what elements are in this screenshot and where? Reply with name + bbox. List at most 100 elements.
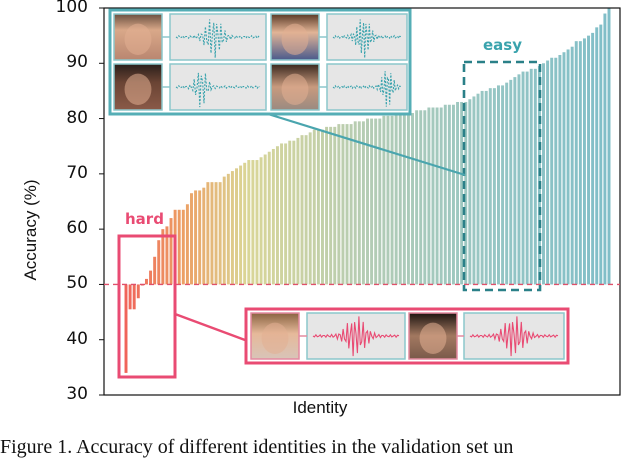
bar bbox=[337, 124, 341, 285]
hard-examples-panel bbox=[244, 307, 570, 365]
bar bbox=[402, 113, 406, 285]
y-tick-label: 90 bbox=[66, 52, 88, 73]
bar bbox=[144, 278, 148, 285]
bar bbox=[517, 74, 521, 285]
bar bbox=[353, 121, 357, 285]
bar bbox=[390, 115, 394, 285]
bar bbox=[185, 204, 189, 285]
bar bbox=[124, 284, 128, 373]
bar bbox=[247, 160, 251, 285]
y-tick-label: 30 bbox=[66, 384, 88, 404]
bar bbox=[300, 135, 304, 285]
y-tick-label: 50 bbox=[66, 273, 88, 294]
bar bbox=[603, 13, 607, 285]
bar bbox=[550, 57, 554, 285]
bar bbox=[460, 101, 464, 285]
bar bbox=[505, 82, 509, 285]
bar bbox=[169, 218, 173, 285]
bar bbox=[587, 35, 591, 285]
bar bbox=[382, 115, 386, 285]
bar bbox=[325, 126, 329, 285]
annotation-overlays bbox=[108, 8, 570, 379]
bar bbox=[574, 41, 578, 285]
bar bbox=[357, 121, 361, 285]
bar bbox=[255, 160, 259, 285]
bar bbox=[591, 32, 595, 285]
hard-region-box bbox=[117, 234, 177, 379]
bar bbox=[165, 226, 169, 285]
bar bbox=[202, 187, 206, 285]
bar bbox=[464, 101, 468, 285]
bar bbox=[488, 88, 492, 285]
bar bbox=[562, 52, 566, 285]
bar bbox=[128, 284, 132, 310]
easy-label: easy bbox=[483, 36, 523, 54]
bar bbox=[161, 229, 165, 285]
bar bbox=[226, 173, 230, 285]
bar bbox=[513, 77, 517, 285]
bar bbox=[136, 284, 140, 299]
bar bbox=[525, 71, 529, 285]
bar bbox=[386, 115, 390, 285]
bar bbox=[206, 182, 210, 285]
bar bbox=[582, 38, 586, 285]
bar bbox=[194, 190, 198, 285]
bar bbox=[361, 121, 365, 285]
bar bbox=[333, 126, 337, 285]
bar bbox=[439, 107, 443, 285]
bar bbox=[374, 118, 378, 285]
bar bbox=[501, 85, 505, 285]
bar bbox=[394, 113, 398, 285]
bar bbox=[251, 160, 255, 285]
y-tick-label: 80 bbox=[66, 107, 88, 128]
bar bbox=[542, 63, 545, 285]
bar bbox=[284, 143, 288, 285]
bar bbox=[476, 93, 480, 285]
bar bbox=[239, 165, 243, 285]
bar bbox=[263, 154, 267, 285]
y-tick-label: 70 bbox=[66, 162, 88, 183]
bar bbox=[259, 157, 263, 285]
bar bbox=[321, 129, 324, 285]
bar bbox=[570, 46, 574, 285]
bar bbox=[480, 90, 484, 285]
x-axis-label: Identity bbox=[292, 398, 348, 417]
easy-region-box bbox=[462, 60, 542, 292]
bar bbox=[316, 129, 320, 285]
bar bbox=[132, 284, 136, 310]
bar bbox=[468, 99, 472, 285]
bar bbox=[312, 129, 316, 285]
bar bbox=[292, 140, 296, 285]
bar bbox=[271, 148, 275, 285]
bar bbox=[492, 88, 496, 285]
bar bbox=[443, 104, 447, 285]
bar bbox=[554, 57, 558, 285]
bar bbox=[398, 113, 402, 285]
bar bbox=[607, 8, 611, 285]
bar bbox=[419, 110, 423, 285]
figure-caption: Figure 1. Accuracy of different identiti… bbox=[0, 436, 514, 458]
bar bbox=[190, 193, 193, 285]
bar bbox=[427, 107, 431, 285]
bar bbox=[235, 168, 238, 285]
bar bbox=[521, 71, 525, 285]
bar bbox=[218, 182, 222, 285]
bar bbox=[349, 124, 353, 285]
bar bbox=[599, 24, 603, 285]
bar bbox=[423, 110, 427, 285]
bar bbox=[308, 132, 312, 285]
bar bbox=[288, 140, 292, 285]
bar bbox=[484, 90, 488, 285]
bar bbox=[149, 270, 153, 285]
easy-examples-panel bbox=[108, 8, 412, 116]
bar bbox=[214, 182, 218, 285]
axes-group bbox=[99, 7, 621, 396]
bar bbox=[304, 135, 308, 285]
bar bbox=[595, 27, 599, 285]
bar bbox=[280, 143, 284, 285]
bar bbox=[157, 240, 161, 285]
bar bbox=[181, 209, 185, 285]
bar bbox=[275, 146, 279, 285]
accuracy-bar-chart bbox=[99, 7, 621, 396]
bar bbox=[177, 209, 181, 285]
